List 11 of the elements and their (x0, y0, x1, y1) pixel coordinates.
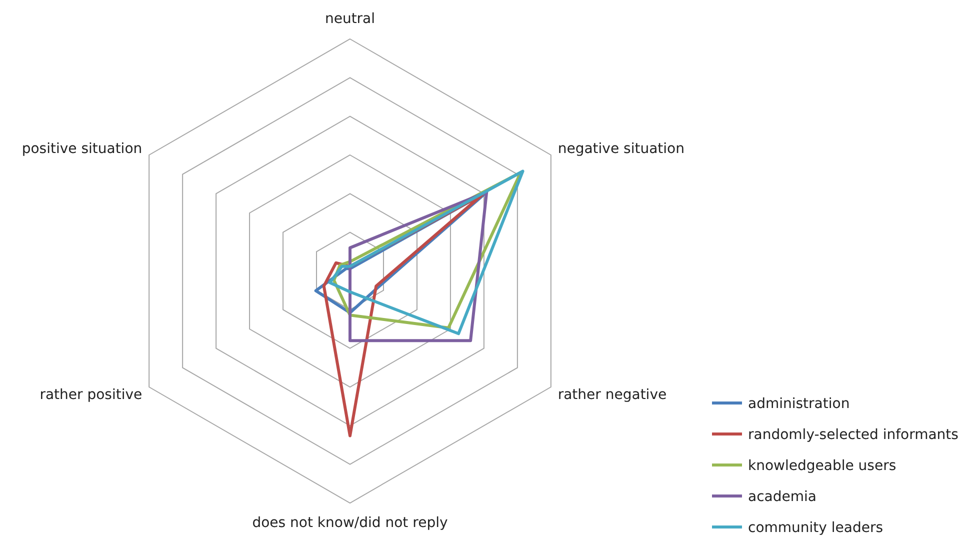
spoke-label: neutral (324, 11, 376, 27)
spoke-label: rather positive (40, 387, 142, 403)
legend-label: administration (748, 396, 850, 412)
legend-label: community leaders (748, 520, 884, 536)
spoke-label: positive situation (22, 141, 142, 157)
spoke-label: does not know/did not reply (252, 515, 448, 531)
spoke-label: rather negative (558, 387, 667, 403)
legend-label: academia (748, 489, 816, 505)
legend-label: randomly-selected informants (748, 427, 958, 443)
spoke-label: negative situation (558, 141, 684, 157)
legend-label: knowledgeable users (748, 458, 896, 474)
